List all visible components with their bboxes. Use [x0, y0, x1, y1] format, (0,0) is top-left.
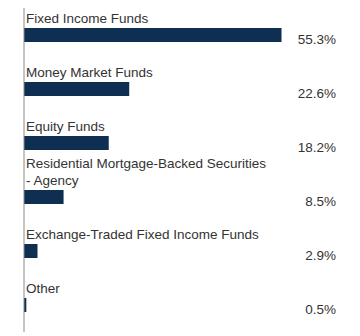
svg-text:8.5%: 8.5% — [305, 194, 336, 209]
svg-text:22.6%: 22.6% — [298, 86, 336, 101]
svg-text:Equity Funds: Equity Funds — [26, 119, 105, 134]
svg-text:Fixed Income Funds: Fixed Income Funds — [26, 11, 149, 26]
svg-text:Other: Other — [26, 281, 60, 296]
svg-text:18.2%: 18.2% — [298, 140, 336, 155]
svg-text:Exchange-Traded Fixed Income F: Exchange-Traded Fixed Income Funds — [26, 227, 259, 242]
svg-text:2.9%: 2.9% — [305, 248, 336, 263]
svg-text:Money Market Funds: Money Market Funds — [26, 65, 153, 80]
svg-text:Residential Mortgage-Backed Se: Residential Mortgage-Backed Securities- … — [26, 156, 266, 188]
svg-text:55.3%: 55.3% — [298, 32, 336, 47]
svg-text:0.5%: 0.5% — [305, 302, 336, 317]
